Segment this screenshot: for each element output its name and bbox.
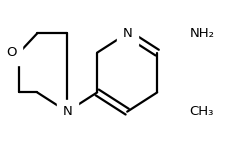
Text: N: N <box>62 105 72 118</box>
Text: O: O <box>6 46 17 59</box>
Text: N: N <box>122 27 132 40</box>
Text: CH₃: CH₃ <box>190 105 214 118</box>
Text: NH₂: NH₂ <box>190 27 215 40</box>
